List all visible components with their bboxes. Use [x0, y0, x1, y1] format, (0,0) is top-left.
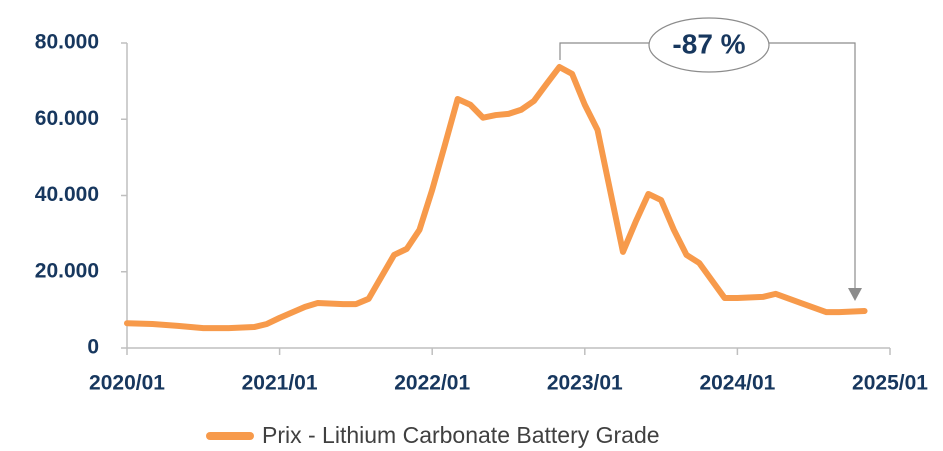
x-tick-label: 2025/01 [852, 372, 928, 395]
annotation: -87 % [559, 17, 862, 301]
x-tick-label: 2020/01 [89, 372, 165, 395]
y-tick-label: 40.000 [35, 183, 99, 206]
arrow-head [848, 288, 862, 301]
x-tick-label: 2024/01 [699, 372, 775, 395]
annotation-text: -87 % [672, 28, 745, 59]
y-tick-label: 60.000 [35, 107, 99, 130]
y-tick-label: 20.000 [35, 259, 99, 282]
plot: 0 20.000 40.000 60.000 80.000 2020/01 2021/01 2… [35, 31, 929, 449]
y-tick-label: 0 [87, 336, 99, 359]
bracket [768, 42, 856, 290]
x-tick-label: 2023/01 [547, 372, 623, 395]
bracket [559, 42, 650, 60]
legend-label: Prix - Lithium Carbonate Battery Grade [262, 422, 660, 448]
annotation-bubble [648, 17, 770, 73]
x-tick-label: 2022/01 [394, 372, 470, 395]
x-tick-label: 2021/01 [242, 372, 318, 395]
line [124, 64, 868, 332]
y-tick-label: 80.000 [35, 31, 99, 54]
legend: Prix - Lithium Carbonate Battery Grade [206, 422, 660, 448]
